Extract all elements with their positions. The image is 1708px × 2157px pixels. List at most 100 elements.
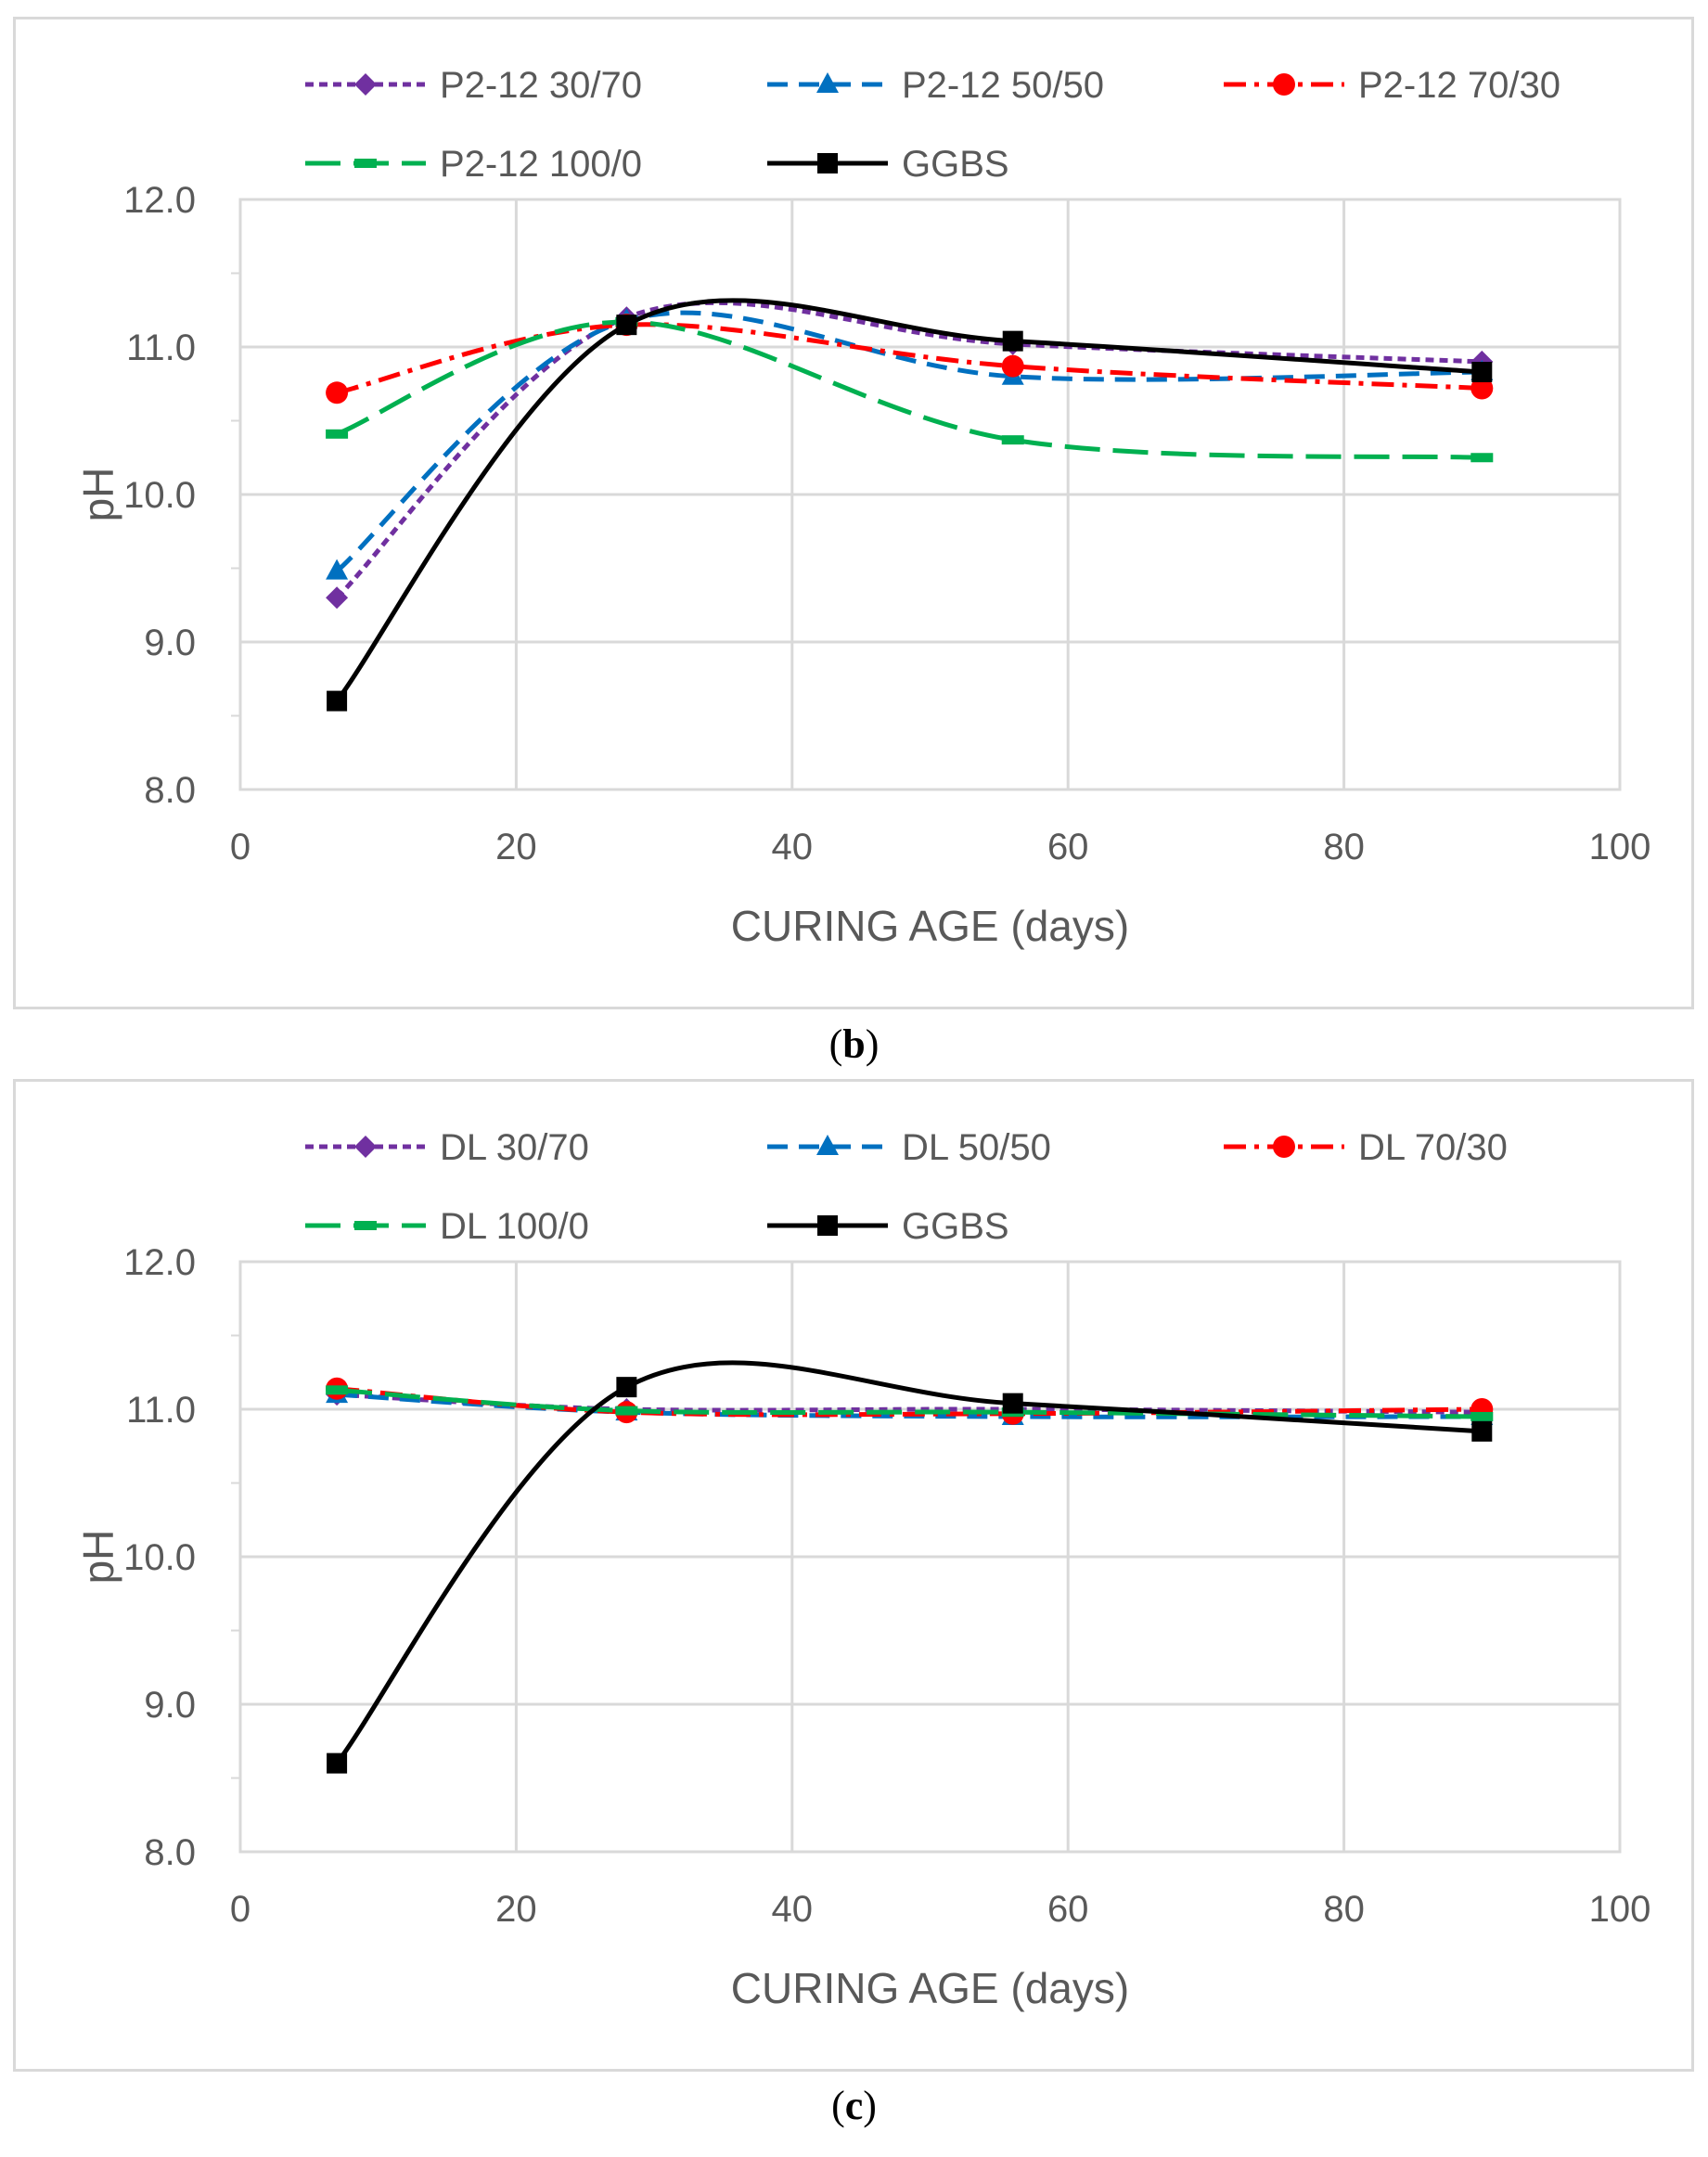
legend-item-dl-70-30: DL 70/30 — [1224, 1127, 1508, 1168]
x-tick-label: 80 — [1323, 827, 1365, 867]
legend-item-p2-12-30-70: P2-12 30/70 — [305, 65, 642, 106]
legend-item-p2-12-50-50: P2-12 50/50 — [767, 65, 1104, 106]
legend-swatch-marker — [354, 1136, 377, 1158]
series-line — [335, 1360, 1483, 1765]
chart-c: 0 20 40 60 80 100 8.0 9.0 10.0 11.0 12.0 CURING AGE… — [74, 1127, 1651, 2012]
legend-swatch-marker — [354, 73, 377, 96]
x-axis-label: CURING AGE (days) — [731, 902, 1129, 950]
x-tick-label: 40 — [772, 827, 814, 867]
caption-b-letter: b — [842, 1021, 866, 1067]
series-line — [336, 322, 1483, 395]
legend-label: GGBS — [902, 144, 1009, 185]
legend-swatch-marker — [817, 153, 838, 173]
chart-panel-b: 0 20 40 60 80 100 8.0 9.0 10.0 11.0 12.0 CURING AGE… — [13, 17, 1694, 1009]
y-tick-label: 11.0 — [126, 327, 196, 368]
series-p2-12-100-0 — [326, 316, 1494, 463]
series-line — [336, 1387, 1483, 1419]
data-point — [1002, 330, 1023, 352]
legend-item-dl-100-0: DL 100/0 — [305, 1206, 589, 1247]
data-point — [1470, 1411, 1494, 1421]
series-ggbs — [327, 298, 1493, 712]
plot-frame — [238, 1260, 1622, 1854]
caption-c: (c) — [831, 2083, 877, 2128]
data-point — [1470, 377, 1494, 400]
x-tick-label: 100 — [1589, 1889, 1651, 1930]
plot-frame — [238, 198, 1622, 791]
legend-label: P2-12 50/50 — [902, 65, 1104, 106]
y-axis-label: pH — [74, 468, 122, 522]
legend-swatch-marker — [1273, 73, 1295, 96]
data-point — [1001, 354, 1024, 378]
legend-label: DL 50/50 — [902, 1127, 1051, 1168]
data-point — [1471, 362, 1493, 383]
data-point — [616, 1377, 637, 1398]
x-tick-label: 0 — [230, 827, 250, 867]
y-axis-label: pH — [74, 1530, 122, 1585]
data-point — [327, 1753, 348, 1774]
legend-item-ggbs: GGBS — [767, 144, 1009, 185]
x-tick-label: 100 — [1589, 827, 1651, 867]
data-point — [327, 690, 348, 712]
series-line — [335, 310, 1483, 573]
legend-swatch-marker — [354, 1221, 377, 1230]
caption-b: (b) — [828, 1021, 880, 1067]
legend-swatch-marker — [354, 159, 377, 168]
series-ggbs — [327, 1360, 1493, 1774]
data-point — [615, 1406, 638, 1416]
legend: P2-12 30/70 P2-12 50/50 P2-12 70/30 P2-12 1… — [305, 65, 1560, 185]
chart-panel-c: 0 20 40 60 80 100 8.0 9.0 10.0 11.0 12.0 CURING AGE… — [13, 1079, 1694, 2072]
legend-label: DL 30/70 — [440, 1127, 589, 1168]
x-tick-label: 80 — [1323, 1889, 1365, 1930]
data-point — [1470, 453, 1494, 463]
data-point — [1471, 1420, 1493, 1442]
data-point — [616, 315, 637, 336]
data-point — [1002, 1393, 1023, 1414]
legend-label: P2-12 30/70 — [440, 65, 642, 106]
y-tick-label: 8.0 — [144, 770, 196, 811]
legend-label: DL 100/0 — [440, 1206, 589, 1247]
series-line — [335, 300, 1483, 600]
legend-swatch-marker — [816, 1135, 839, 1155]
y-tick-label: 10.0 — [123, 475, 196, 516]
x-tick-label: 40 — [772, 1889, 814, 1930]
legend: DL 30/70 DL 50/50 DL 70/30 DL 100/0 GGBS — [305, 1127, 1508, 1247]
legend-label: GGBS — [902, 1206, 1009, 1247]
data-point — [326, 429, 349, 439]
legend-item-p2-12-70-30: P2-12 70/30 — [1224, 65, 1560, 106]
y-tick-label: 8.0 — [144, 1832, 196, 1873]
series-p2-12-50-50 — [326, 308, 1494, 580]
series-line — [335, 298, 1483, 703]
y-tick-label: 12.0 — [123, 1242, 196, 1283]
legend-label: P2-12 70/30 — [1358, 65, 1560, 106]
data-point — [326, 559, 349, 580]
gridlines — [231, 198, 1622, 791]
x-tick-label: 20 — [495, 1889, 537, 1930]
x-tick-label: 20 — [495, 827, 537, 867]
series-line — [336, 319, 1483, 460]
y-tick-label: 9.0 — [144, 1685, 196, 1726]
y-tick-label: 11.0 — [126, 1390, 196, 1431]
caption-c-letter: c — [844, 2083, 864, 2128]
legend-swatch-marker — [816, 72, 839, 93]
legend-item-dl-30-70: DL 30/70 — [305, 1127, 589, 1168]
chart-b: 0 20 40 60 80 100 8.0 9.0 10.0 11.0 12.0 CURING AGE… — [74, 65, 1651, 950]
y-tick-label: 12.0 — [123, 180, 196, 221]
x-tick-label: 0 — [230, 1889, 250, 1930]
data-point — [326, 1385, 349, 1395]
legend-item-ggbs: GGBS — [767, 1206, 1009, 1247]
data-point — [326, 381, 349, 404]
x-tick-label: 60 — [1047, 1889, 1089, 1930]
legend-swatch-marker — [1273, 1136, 1295, 1158]
legend-item-p2-12-100-0: P2-12 100/0 — [305, 144, 642, 185]
legend-label: DL 70/30 — [1358, 1127, 1508, 1168]
y-tick-label: 9.0 — [144, 623, 196, 663]
gridlines — [231, 1260, 1622, 1854]
legend-item-dl-50-50: DL 50/50 — [767, 1127, 1051, 1168]
y-tick-label: 10.0 — [123, 1537, 196, 1578]
legend-label: P2-12 100/0 — [440, 144, 642, 185]
x-tick-label: 60 — [1047, 827, 1089, 867]
legend-swatch-marker — [817, 1215, 838, 1236]
x-axis-label: CURING AGE (days) — [731, 1964, 1129, 2012]
data-point — [1001, 435, 1024, 445]
data-point — [326, 586, 349, 610]
